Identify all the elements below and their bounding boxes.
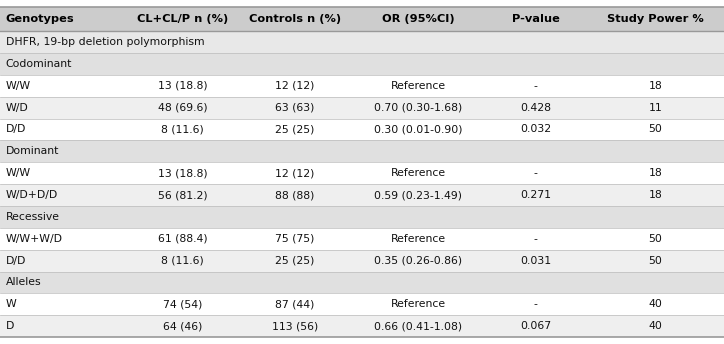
Bar — [0, 293, 724, 315]
Text: W/D: W/D — [6, 103, 28, 112]
Text: 0.30 (0.01-0.90): 0.30 (0.01-0.90) — [374, 125, 463, 135]
Text: -: - — [534, 299, 538, 309]
Text: Reference: Reference — [390, 81, 446, 91]
Text: 61 (88.4): 61 (88.4) — [158, 234, 208, 244]
Text: 0.70 (0.30-1.68): 0.70 (0.30-1.68) — [374, 103, 462, 112]
Text: 11: 11 — [649, 103, 662, 112]
Text: Study Power %: Study Power % — [607, 14, 704, 24]
Text: Controls n (%): Controls n (%) — [249, 14, 341, 24]
Text: 0.59 (0.23-1.49): 0.59 (0.23-1.49) — [374, 190, 462, 200]
Text: 64 (46): 64 (46) — [163, 321, 203, 331]
Bar — [0, 206, 724, 228]
Text: W/W: W/W — [6, 81, 31, 91]
Text: 13 (18.8): 13 (18.8) — [158, 81, 208, 91]
Text: Recessive: Recessive — [6, 212, 60, 222]
Bar — [0, 31, 724, 53]
Text: Codominant: Codominant — [6, 59, 72, 69]
Text: 0.66 (0.41-1.08): 0.66 (0.41-1.08) — [374, 321, 462, 331]
Text: 56 (81.2): 56 (81.2) — [158, 190, 208, 200]
Bar — [0, 119, 724, 140]
Bar — [0, 162, 724, 184]
Text: 40: 40 — [648, 321, 662, 331]
Text: Genotypes: Genotypes — [6, 14, 75, 24]
Text: 0.032: 0.032 — [521, 125, 551, 135]
Text: 88 (88): 88 (88) — [275, 190, 315, 200]
Bar — [0, 7, 724, 31]
Text: 50: 50 — [648, 234, 662, 244]
Bar — [0, 250, 724, 271]
Text: 75 (75): 75 (75) — [275, 234, 315, 244]
Text: Alleles: Alleles — [6, 278, 41, 288]
Bar — [0, 315, 724, 337]
Text: 8 (11.6): 8 (11.6) — [161, 125, 204, 135]
Text: 0.067: 0.067 — [521, 321, 551, 331]
Text: OR (95%CI): OR (95%CI) — [382, 14, 455, 24]
Text: 12 (12): 12 (12) — [275, 81, 315, 91]
Text: 13 (18.8): 13 (18.8) — [158, 168, 208, 178]
Text: W: W — [6, 299, 17, 309]
Text: Reference: Reference — [390, 234, 446, 244]
Text: -: - — [534, 81, 538, 91]
Text: 0.271: 0.271 — [521, 190, 551, 200]
Text: 18: 18 — [649, 190, 662, 200]
Text: 40: 40 — [648, 299, 662, 309]
Text: W/D+D/D: W/D+D/D — [6, 190, 58, 200]
Text: 0.35 (0.26-0.86): 0.35 (0.26-0.86) — [374, 256, 462, 266]
Text: D/D: D/D — [6, 125, 26, 135]
Text: Reference: Reference — [390, 168, 446, 178]
Text: D: D — [6, 321, 14, 331]
Text: 18: 18 — [649, 168, 662, 178]
Text: W/W+W/D: W/W+W/D — [6, 234, 63, 244]
Text: P-value: P-value — [512, 14, 560, 24]
Bar — [0, 140, 724, 162]
Text: Dominant: Dominant — [6, 146, 59, 156]
Bar — [0, 97, 724, 119]
Text: -: - — [534, 168, 538, 178]
Text: DHFR, 19-bp deletion polymorphism: DHFR, 19-bp deletion polymorphism — [6, 37, 204, 47]
Bar — [0, 271, 724, 293]
Text: 50: 50 — [648, 125, 662, 135]
Text: 25 (25): 25 (25) — [275, 125, 315, 135]
Text: 74 (54): 74 (54) — [163, 299, 203, 309]
Bar — [0, 184, 724, 206]
Bar — [0, 228, 724, 250]
Text: 8 (11.6): 8 (11.6) — [161, 256, 204, 266]
Bar — [0, 75, 724, 97]
Text: CL+CL/P n (%): CL+CL/P n (%) — [137, 14, 229, 24]
Text: 63 (63): 63 (63) — [275, 103, 315, 112]
Bar — [0, 53, 724, 75]
Text: 18: 18 — [649, 81, 662, 91]
Text: 0.428: 0.428 — [521, 103, 551, 112]
Text: 25 (25): 25 (25) — [275, 256, 315, 266]
Text: 48 (69.6): 48 (69.6) — [158, 103, 208, 112]
Text: D/D: D/D — [6, 256, 26, 266]
Text: 0.031: 0.031 — [521, 256, 551, 266]
Text: 50: 50 — [648, 256, 662, 266]
Text: 113 (56): 113 (56) — [272, 321, 318, 331]
Text: W/W: W/W — [6, 168, 31, 178]
Text: Reference: Reference — [390, 299, 446, 309]
Text: 12 (12): 12 (12) — [275, 168, 315, 178]
Text: 87 (44): 87 (44) — [275, 299, 315, 309]
Text: -: - — [534, 234, 538, 244]
